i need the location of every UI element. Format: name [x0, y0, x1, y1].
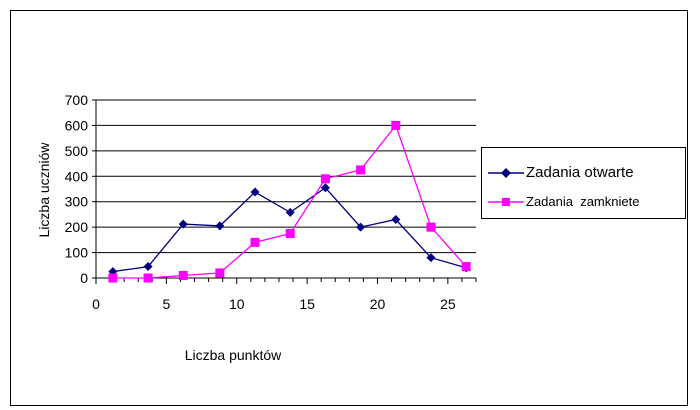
legend-label-zadania-zamkniete: Zadania zamkniete	[526, 194, 640, 209]
y-tick-label-300: 300	[65, 194, 89, 210]
x-axis-title: Liczba punktów	[185, 347, 282, 363]
y-tick-label-100: 100	[65, 245, 89, 261]
legend-item-zadania-zamkniete: Zadania zamkniete	[488, 192, 684, 212]
data-point-s1-0	[108, 273, 118, 283]
x-tick-label-15: 15	[299, 296, 315, 312]
x-tick-label-25: 25	[440, 296, 456, 312]
legend-swatch-zadania-otwarte	[488, 168, 524, 178]
x-tick-label-0: 0	[92, 296, 100, 312]
data-point-s1-8	[391, 120, 401, 130]
data-point-s0-8	[391, 215, 401, 225]
y-axis-title: Liczba uczniów	[36, 142, 52, 238]
y-tick-labels: 0 100 200 300 400 500 600 700	[65, 92, 96, 286]
x-tick-labels: 0 5 10 15 20 25	[92, 278, 477, 312]
y-tick-label-600: 600	[65, 117, 89, 133]
data-point-s0-2	[178, 219, 188, 229]
data-point-s1-6	[320, 174, 330, 184]
y-tick-label-700: 700	[65, 92, 89, 108]
y-tick-label-400: 400	[65, 168, 89, 184]
data-point-s1-5	[285, 229, 295, 238]
x-tick-label-10: 10	[229, 296, 245, 312]
data-point-s1-10	[461, 262, 471, 272]
legend-item-zadania-otwarte: Zadania otwarte	[488, 163, 684, 183]
y-tick-label-200: 200	[65, 219, 89, 235]
data-point-s0-9	[426, 253, 436, 263]
axes	[95, 100, 476, 279]
series	[108, 120, 471, 283]
legend-label-zadania-otwarte: Zadania otwarte	[526, 164, 634, 181]
data-point-s1-9	[426, 222, 436, 232]
data-point-s0-7	[356, 222, 366, 232]
data-point-s1-7	[356, 165, 366, 175]
y-tick-label-0: 0	[80, 270, 88, 286]
data-point-s0-3	[215, 221, 225, 231]
data-point-s0-5	[285, 207, 295, 217]
data-point-s1-4	[250, 237, 260, 247]
data-point-s1-1	[143, 273, 153, 283]
x-tick-label-5: 5	[162, 296, 170, 312]
legend-swatch-zadania-zamkniete	[488, 198, 524, 206]
x-tick-label-20: 20	[370, 296, 386, 312]
data-point-s1-3	[215, 268, 225, 278]
data-point-s0-6	[320, 183, 330, 193]
y-tick-label-500: 500	[65, 143, 89, 159]
legend: Zadania otwarte Zadania zamkniete	[481, 147, 686, 219]
data-point-s0-4	[250, 187, 260, 197]
data-point-s1-2	[178, 270, 188, 280]
data-point-s0-1	[143, 262, 153, 272]
